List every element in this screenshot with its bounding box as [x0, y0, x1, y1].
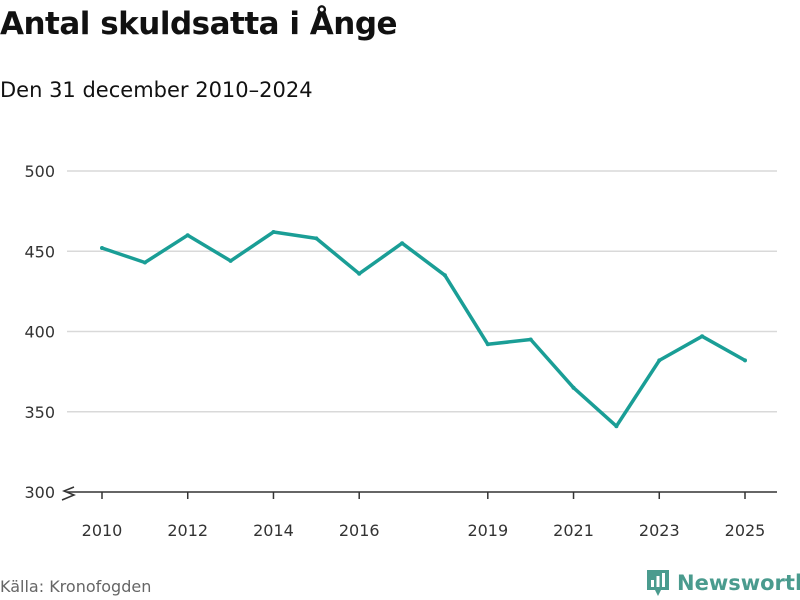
x-axis-tick-labels: 2010 2012 2014 2016 2019 2021 2023 2025	[82, 521, 766, 540]
brand-name: Newsworthy	[677, 571, 800, 595]
x-tick-label: 2023	[639, 521, 680, 540]
data-point	[528, 337, 533, 342]
y-tick-label: 300	[24, 483, 55, 502]
brand-logo[interactable]: Newsworthy	[645, 568, 800, 598]
data-point	[357, 271, 362, 276]
bar-chart-icon	[647, 570, 669, 596]
series-layer	[100, 230, 747, 429]
x-tick-label: 2012	[167, 521, 208, 540]
data-point	[400, 241, 405, 246]
data-point	[314, 236, 319, 241]
data-point	[142, 260, 147, 265]
y-tick-label: 500	[24, 162, 55, 181]
gridlines	[67, 170, 777, 413]
data-point	[614, 424, 619, 429]
data-point	[743, 358, 747, 363]
chart-subtitle: Den 31 december 2010–2024	[0, 78, 313, 102]
data-point	[271, 230, 276, 234]
data-point	[485, 342, 490, 347]
y-axis-tick-labels: 300 350 400 450 500	[24, 162, 55, 502]
data-point	[657, 358, 662, 363]
data-point	[228, 258, 233, 263]
y-tick-label: 400	[24, 323, 55, 342]
series-line	[100, 230, 747, 428]
axis-break-mark	[61, 486, 76, 501]
data-point	[571, 385, 576, 390]
x-tick-label: 2016	[339, 521, 380, 540]
x-tick-label: 2025	[725, 521, 766, 540]
data-point	[100, 246, 104, 250]
x-axis	[67, 491, 777, 499]
y-tick-label: 450	[24, 242, 55, 261]
x-tick-label: 2010	[82, 521, 123, 540]
data-point	[185, 233, 190, 238]
x-tick-label: 2021	[553, 521, 594, 540]
y-tick-label: 350	[24, 403, 55, 422]
data-point	[442, 273, 447, 278]
chart-title: Antal skuldsatta i Ånge	[0, 6, 398, 42]
data-point	[700, 334, 705, 339]
source-note: Källa: Kronofogden	[0, 577, 152, 596]
x-tick-label: 2014	[253, 521, 294, 540]
x-tick-label: 2019	[467, 521, 508, 540]
axis-break-icon	[61, 486, 76, 501]
